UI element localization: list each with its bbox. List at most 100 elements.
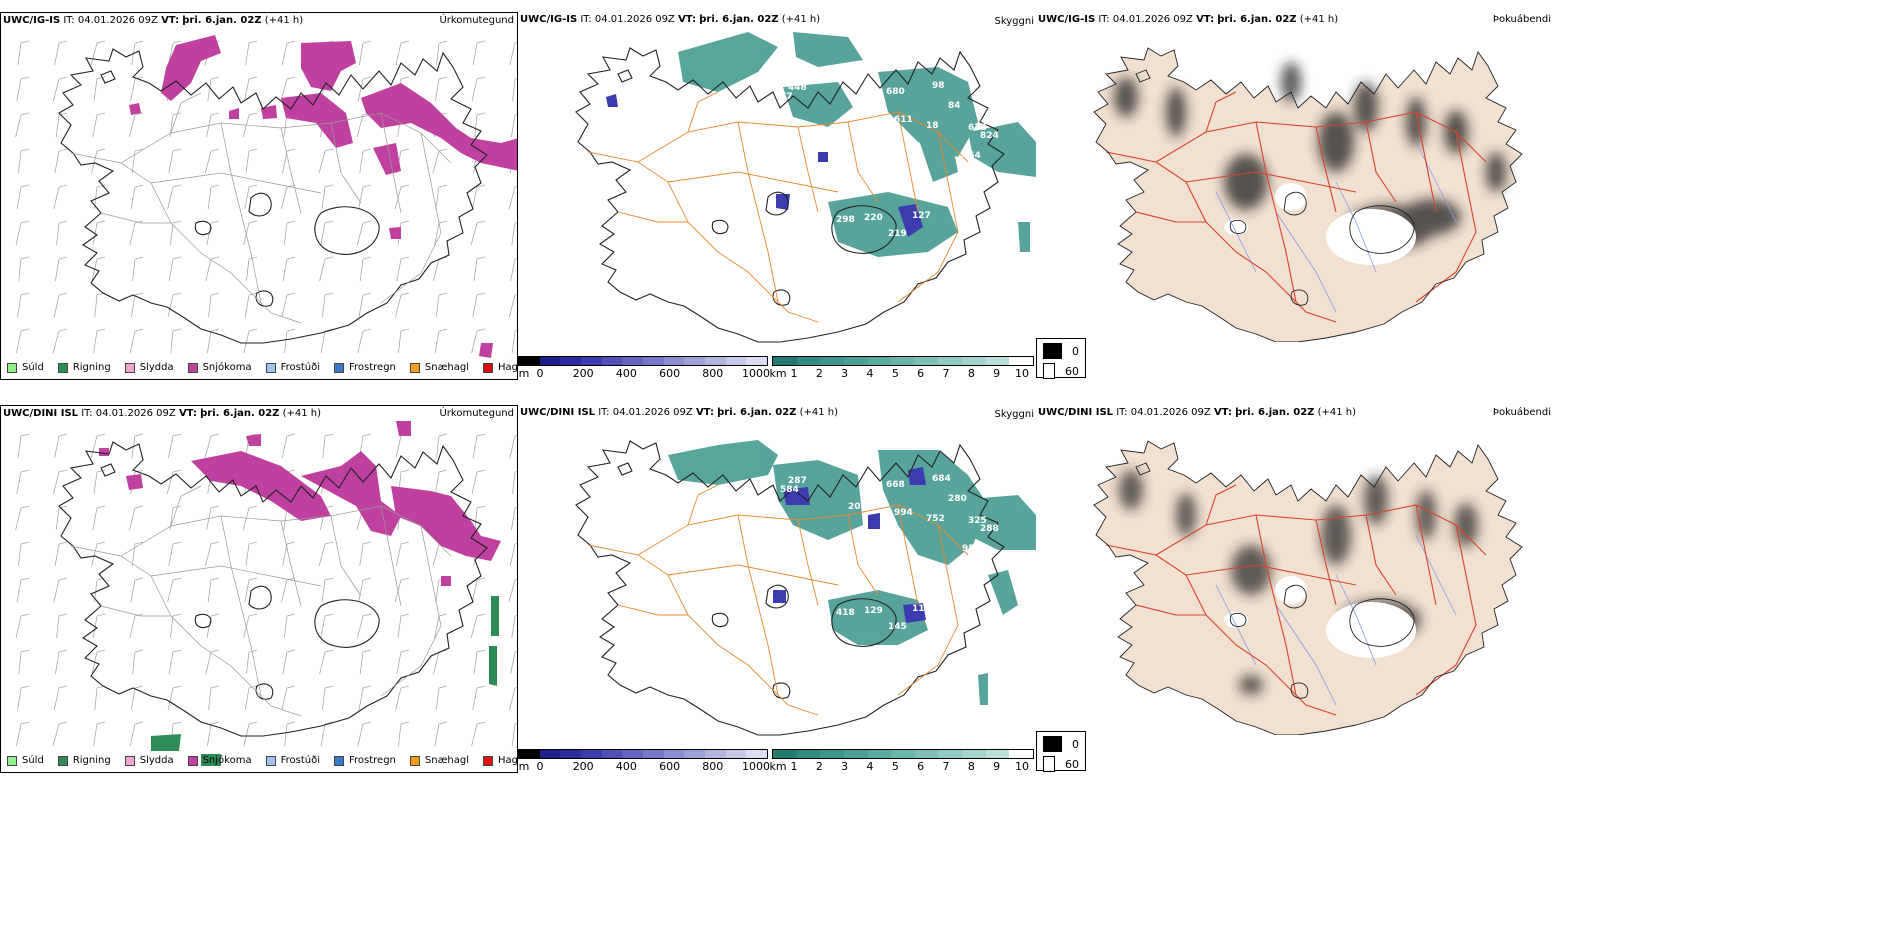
river-line [1215,191,1257,273]
color-step [601,750,623,758]
colorbar-tick: 4 [866,367,874,380]
road-line [737,121,779,303]
wind-barb [322,433,334,459]
wind-barb [93,721,106,747]
coastline [575,47,1005,343]
legend-item: Frostúði [265,362,320,373]
legend-item: Snjókoma [187,362,252,373]
color-step [705,750,726,758]
wind-barb [130,184,144,210]
wind-barb [132,256,144,282]
wind-barb [92,112,106,138]
color-step [891,357,915,365]
road-line [897,504,919,606]
wind-barb [167,685,182,711]
road-line [797,126,819,213]
colorbar-tick: 2 [815,760,823,773]
wind-barb [93,469,106,495]
color-step [796,750,821,758]
wind-barb [16,76,30,102]
iceland-coast [58,441,488,737]
colorbar-tick: 200 [572,760,594,773]
color-step [843,357,868,365]
legend-swatch [483,755,494,766]
wind-barb [283,613,296,639]
color-step [1009,750,1034,758]
wind-barb [471,76,486,102]
visibility-value-label: 23 [862,131,875,141]
wind-barb [321,577,334,603]
wind-barb [167,577,182,603]
color-step [867,750,892,758]
wind-barb [472,292,486,318]
wind-barb [207,328,220,354]
wind-barb [92,505,106,531]
color-step [643,357,664,365]
wind-barb [510,651,517,675]
wind-barb [244,292,258,318]
wind-barb [359,40,372,66]
legend-swatch [483,362,494,373]
road-line [1415,504,1437,606]
legend-swatch [124,362,135,373]
wind-barb [282,148,296,174]
road-line [587,151,819,323]
visibility-value-label: 936 [636,93,655,103]
color-step [938,357,963,365]
wind-barb [434,328,448,354]
glacier-outline [194,613,212,629]
wind-barb [472,184,486,210]
color-step [891,750,915,758]
wind-barb [435,469,448,495]
wind-barb [15,220,30,246]
legend-item: Haglél [483,362,517,373]
colorbar-tick: 6 [917,760,925,773]
precip-map-top [15,35,517,358]
coastline [1093,47,1523,342]
low-ceiling-areas [773,467,926,623]
legend-swatch [7,362,17,373]
wind-barb [55,505,68,531]
visibility-value-label: 38 [636,486,649,496]
road-line [150,172,322,194]
ceiling-colorbar: m 0 200 400 600 800 1000 [518,356,770,380]
visibility-panel-bottom: 38 352 287 584 668 684 280 994 752 325 288 959 418 12… [518,405,1036,773]
color-step [746,357,768,365]
color-step [985,750,1010,758]
wind-barb [205,256,220,282]
panel-type-label: Úrkomutegund [439,15,514,26]
color-step [684,750,706,758]
road-line [330,515,362,597]
wind-barb [395,685,410,711]
colorbar-tick: 2 [815,367,823,380]
ceiling-color-strip [518,749,768,759]
wind-barb [473,256,486,282]
visibility-value-label: 20 [848,502,861,512]
wind-barb [474,505,486,531]
glacier-outline [1290,682,1309,699]
color-step [684,357,706,365]
wind-barb [167,184,182,210]
wind-barb [170,613,182,639]
wind-barb [322,292,334,318]
wind-barb [168,433,182,459]
precip-legend: Súld Rigning Slydda Snjókoma Frostúði Fr… [7,362,517,373]
wind-barb [396,649,410,675]
road-line [587,544,819,716]
wind-barb [168,256,182,282]
wind-barb [205,541,220,567]
visibility-value-label: 118 [912,604,931,614]
wind-barb [91,148,106,174]
wind-barb [131,685,144,711]
colorbar-tick: 1 [790,367,798,380]
visibility-value-label: 824 [980,131,999,141]
wind-barb [395,433,410,459]
wind-barb [15,613,30,639]
wind-barb [52,721,68,747]
wind-barb [167,292,182,318]
wind-barb [358,685,372,711]
wind-barb [321,184,334,210]
